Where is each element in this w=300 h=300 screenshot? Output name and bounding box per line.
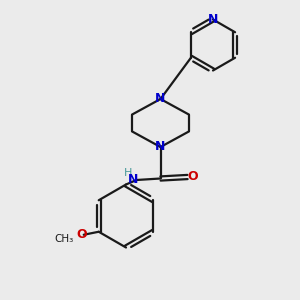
Text: O: O	[188, 170, 198, 184]
Text: CH₃: CH₃	[54, 234, 73, 244]
Text: O: O	[76, 228, 87, 241]
Text: N: N	[208, 13, 218, 26]
Text: N: N	[155, 92, 166, 106]
Text: N: N	[155, 140, 166, 154]
Text: N: N	[128, 173, 139, 187]
Text: H: H	[124, 168, 132, 178]
